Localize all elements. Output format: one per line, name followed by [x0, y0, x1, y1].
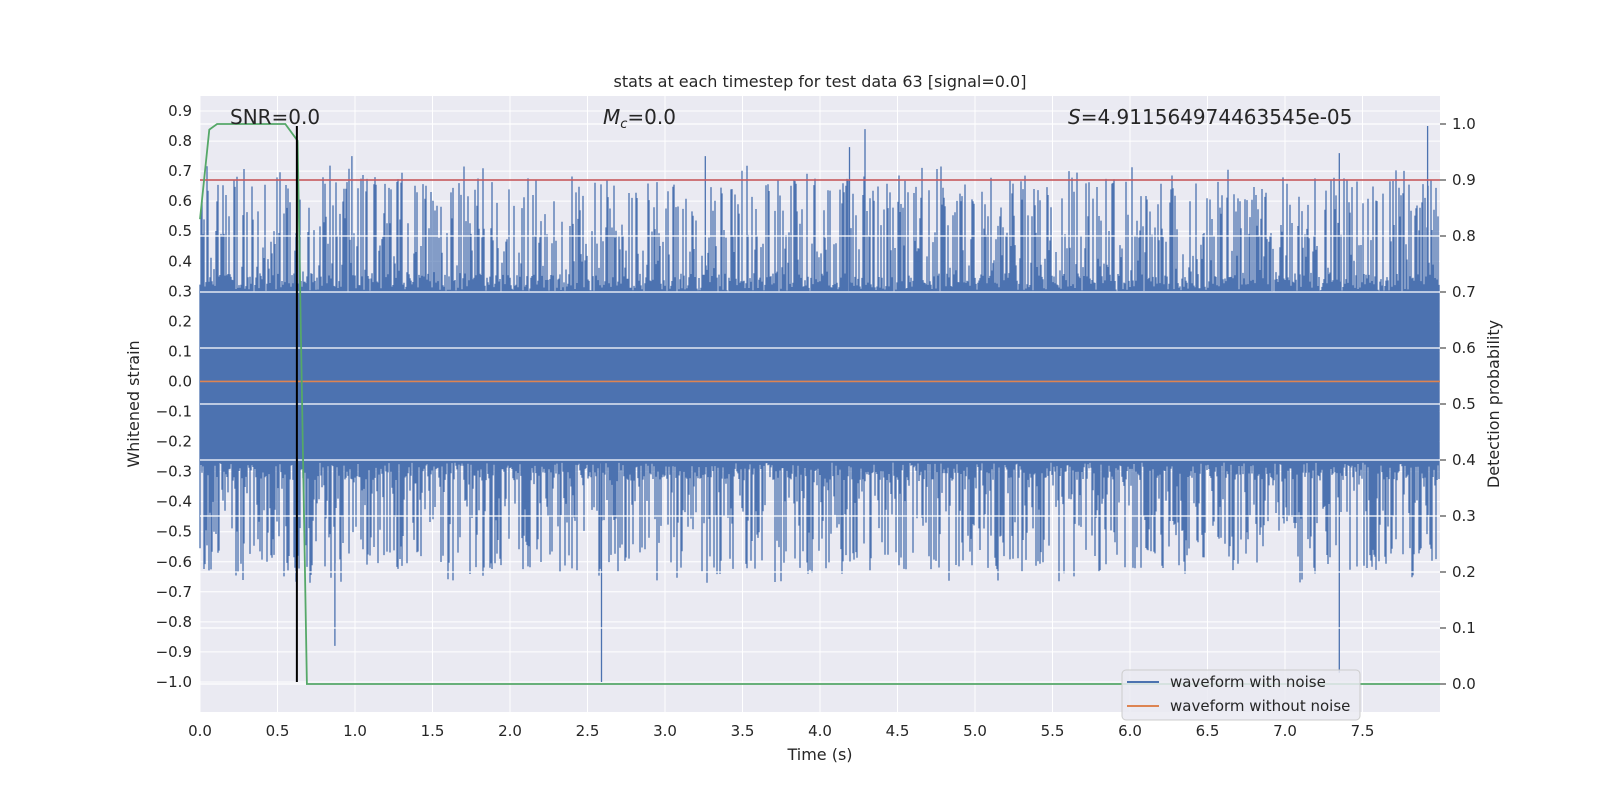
legend-label-clean: waveform without noise — [1170, 697, 1350, 715]
x-tick-label: 3.5 — [731, 722, 755, 740]
y-tick-label: 0.0 — [168, 372, 192, 390]
chart-title: stats at each timestep for test data 63 … — [614, 72, 1027, 91]
y-axis-label: Whitened strain — [124, 340, 143, 467]
data-series — [199, 123, 1440, 685]
y2-tick-label: 0.9 — [1452, 171, 1476, 189]
y-tick-label: 0.1 — [168, 342, 192, 360]
y-tick-label: 0.4 — [168, 252, 192, 270]
x-tick-label: 4.5 — [886, 722, 910, 740]
series-waveform-with-noise — [199, 126, 1440, 682]
y-tick-label: −0.3 — [156, 463, 192, 481]
y2-tick-label: 0.0 — [1452, 675, 1476, 693]
x-tick-label: 3.0 — [653, 722, 677, 740]
y-tick-label: −0.6 — [156, 553, 192, 571]
x-tick-label: 0.0 — [188, 722, 212, 740]
y2-tick-label: 0.7 — [1452, 283, 1476, 301]
x-tick-label: 1.0 — [343, 722, 367, 740]
y2-tick-label: 0.3 — [1452, 507, 1476, 525]
x-tick-label: 4.0 — [808, 722, 832, 740]
statistic-value: =4.911564974463545e-05 — [1081, 105, 1353, 129]
y2-axis-label: Detection probability — [1484, 320, 1503, 488]
y-tick-label: −0.4 — [156, 493, 192, 511]
chirp-mass-value: =0.0 — [627, 105, 676, 129]
y-tick-label: −0.2 — [156, 433, 192, 451]
x-tick-label: 0.5 — [266, 722, 290, 740]
legend-label-noisy: waveform with noise — [1170, 673, 1326, 691]
chirp-mass-symbol: M — [603, 105, 620, 129]
y-tick-label: 0.6 — [168, 192, 192, 210]
x-tick-label: 5.5 — [1041, 722, 1065, 740]
x-tick-label: 2.0 — [498, 722, 522, 740]
x-tick-label: 5.0 — [963, 722, 987, 740]
x-tick-label: 7.5 — [1351, 722, 1375, 740]
x-tick-label: 6.5 — [1196, 722, 1220, 740]
legend-box — [1121, 669, 1361, 721]
y2-tick-label: 0.6 — [1452, 339, 1476, 357]
y-tick-label: 0.7 — [168, 162, 192, 180]
chirp-mass-subscript: c — [620, 117, 627, 132]
y-tick-label: −0.1 — [156, 403, 192, 421]
statistic-symbol: S — [1068, 105, 1081, 129]
y-tick-label: −0.9 — [156, 643, 192, 661]
y-tick-label: 0.2 — [168, 312, 192, 330]
x-axis-label: Time (s) — [786, 745, 852, 764]
y-tick-label: −0.8 — [156, 613, 192, 631]
y-tick-label: 0.9 — [168, 102, 192, 120]
chirp-mass-annotation: Mc=0.0 — [603, 105, 676, 132]
y2-tick-label: 1.0 — [1452, 115, 1476, 133]
x-tick-label: 2.5 — [576, 722, 600, 740]
x-tick-label: 1.5 — [421, 722, 445, 740]
snr-annotation: SNR=0.0 — [230, 105, 320, 129]
statistic-annotation: S=4.911564974463545e-05 — [1068, 105, 1352, 129]
y-tick-label: 0.8 — [168, 132, 192, 150]
y-tick-label: −0.7 — [156, 583, 192, 601]
y2-tick-label: 0.5 — [1452, 395, 1476, 413]
y-tick-label: −1.0 — [156, 673, 192, 691]
y-tick-label: 0.3 — [168, 282, 192, 300]
legend: waveform with noise waveform without noi… — [1121, 669, 1361, 721]
x-tick-label: 7.0 — [1273, 722, 1297, 740]
y2-tick-label: 0.1 — [1452, 619, 1476, 637]
y-tick-label: 0.5 — [168, 222, 192, 240]
x-tick-label: 6.0 — [1118, 722, 1142, 740]
series-detection-probability — [199, 123, 1440, 685]
y-tick-label: −0.5 — [156, 523, 192, 541]
y2-tick-label: 0.8 — [1452, 227, 1476, 245]
y2-tick-label: 0.4 — [1452, 451, 1476, 469]
axis-ticks: 0.0 0.5 1.0 1.5 2.0 2.5 3.0 3.5 4.0 4.5 5.0 5.5 6.0 6… — [156, 102, 1476, 740]
y2-tick-label: 0.2 — [1452, 563, 1476, 581]
